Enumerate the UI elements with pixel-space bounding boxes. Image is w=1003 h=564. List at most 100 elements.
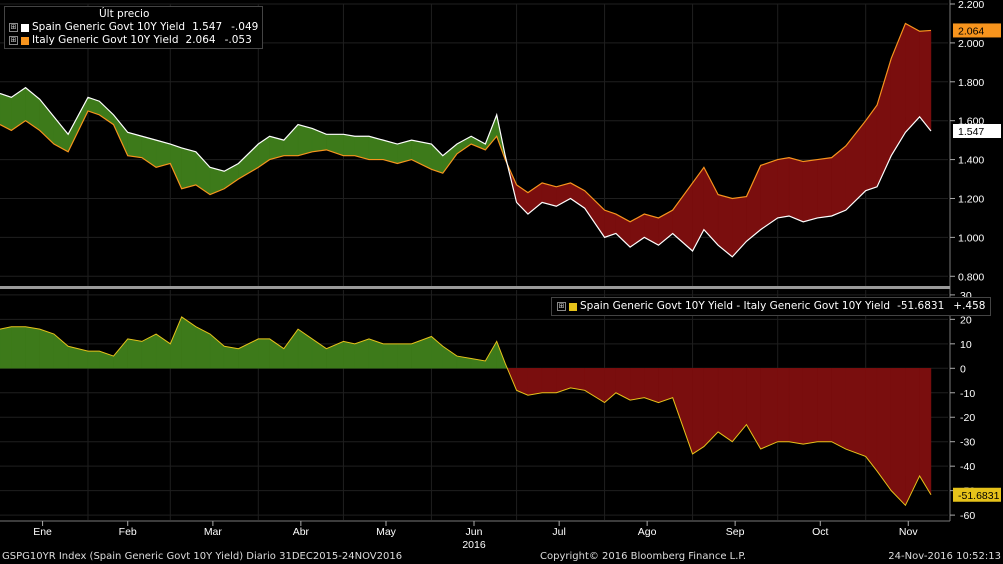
x-tick-label: Mar bbox=[204, 526, 223, 538]
legend-item-italy[interactable]: ⊞ Italy Generic Govt 10Y Yield 2.064 -.0… bbox=[9, 34, 258, 47]
legend-item-last: 2.064 bbox=[185, 34, 216, 46]
x-tick-label: Abr bbox=[293, 526, 310, 538]
italy-yield-line bbox=[0, 22, 932, 223]
spread-fill-negative bbox=[817, 157, 832, 219]
legend-item-spread[interactable]: ⊞ Spain Generic Govt 10Y Yield - Italy G… bbox=[557, 300, 985, 313]
top-panel-lines bbox=[0, 22, 932, 258]
legend-item-change: -.049 bbox=[231, 21, 259, 33]
area-fill-negative bbox=[876, 368, 892, 492]
bottom-panel-area-fills bbox=[0, 316, 932, 506]
x-tick-label: Ene bbox=[33, 526, 52, 538]
footer-center: Copyright© 2016 Bloomberg Finance L.P. bbox=[540, 551, 747, 562]
spread-last-value-badge bbox=[953, 487, 1001, 502]
spread-fill-negative bbox=[604, 209, 617, 238]
legend-item-label: Spain Generic Govt 10Y Yield bbox=[32, 21, 186, 33]
spread-line bbox=[0, 316, 932, 507]
legend-item-change: +.458 bbox=[953, 300, 986, 312]
y-tick-label: -20 bbox=[960, 412, 975, 424]
y-tick-label: -10 bbox=[960, 388, 975, 400]
area-fill-negative bbox=[692, 368, 705, 455]
area-fill-negative bbox=[541, 368, 557, 394]
spain-last-value-badge-label: 1.547 bbox=[958, 126, 984, 138]
area-fill-negative bbox=[802, 368, 818, 445]
spain-yield-line bbox=[0, 86, 932, 258]
area-fill-negative bbox=[845, 368, 866, 457]
area-fill-positive bbox=[343, 341, 356, 369]
x-tick-label: May bbox=[376, 526, 397, 538]
y-tick-label: 1.800 bbox=[958, 77, 984, 89]
y-tick-label: 20 bbox=[960, 314, 972, 326]
area-fill-negative bbox=[717, 368, 733, 443]
area-fill-negative bbox=[658, 368, 673, 403]
area-fill-negative bbox=[629, 368, 645, 401]
spain-last-value-badge bbox=[953, 123, 1001, 138]
x-tick-label: Feb bbox=[119, 526, 137, 538]
legend-top[interactable]: Últ precio ⊞ Spain Generic Govt 10Y Yiel… bbox=[4, 6, 264, 49]
spread-fill-negative bbox=[802, 159, 818, 223]
legend-item-label: Spain Generic Govt 10Y Yield - Italy Gen… bbox=[580, 300, 891, 312]
legend-item-last: 1.547 bbox=[192, 21, 223, 33]
spread-fill-negative bbox=[788, 157, 804, 223]
y-tick-label: -30 bbox=[960, 437, 975, 449]
top-panel-y-axis: 2.2002.0001.8001.6001.4001.2001.0000.800… bbox=[949, 0, 1001, 521]
y-tick-label: 2.000 bbox=[958, 38, 984, 50]
spread-last-value-badge-label: -51.6831 bbox=[958, 490, 1000, 502]
year-label: 2016 bbox=[462, 539, 486, 551]
spread-fill-positive bbox=[181, 147, 197, 190]
area-fill-negative bbox=[527, 368, 543, 396]
area-fill-negative bbox=[817, 368, 832, 442]
y-tick-label: 10 bbox=[960, 339, 972, 351]
y-tick-label: 0 bbox=[960, 363, 966, 375]
area-fill-negative bbox=[865, 368, 878, 472]
italy-last-value-badge-label: 2.064 bbox=[958, 25, 984, 37]
x-tick-label: Nov bbox=[899, 526, 918, 538]
spread-fill-positive bbox=[343, 134, 356, 156]
y-tick-label: 2.200 bbox=[958, 0, 984, 11]
y-tick-label: 1.000 bbox=[958, 232, 984, 244]
legend-item-label: Italy Generic Govt 10Y Yield bbox=[32, 34, 179, 46]
y-tick-label: 1.400 bbox=[958, 155, 984, 167]
area-fill-negative bbox=[570, 368, 585, 391]
x-tick-label: Oct bbox=[812, 526, 828, 538]
x-tick-label: Ago bbox=[638, 526, 657, 538]
italy-last-value-badge bbox=[953, 23, 1001, 38]
area-fill-negative bbox=[644, 368, 659, 403]
area-fill-positive bbox=[258, 338, 270, 369]
area-fill-positive bbox=[223, 345, 239, 369]
legend-item-change: -.053 bbox=[224, 34, 252, 46]
area-fill-negative bbox=[831, 368, 847, 450]
x-axis: Ene Feb Mar Abr May Jun Jul Ago Sep Oct Nov 2016 bbox=[0, 520, 950, 551]
spain-swatch-icon bbox=[21, 23, 29, 32]
expand-icon[interactable]: ⊞ bbox=[557, 302, 566, 311]
area-fill-positive bbox=[0, 326, 12, 369]
spread-fill-negative bbox=[777, 157, 790, 219]
italy-swatch-icon bbox=[21, 36, 29, 45]
spread-fill-positive bbox=[297, 124, 313, 157]
legend-item-last: -51.6831 bbox=[897, 300, 945, 312]
y-tick-label: 30 bbox=[960, 290, 972, 302]
spread-fill-negative bbox=[905, 23, 920, 134]
bottom-panel-line bbox=[0, 316, 932, 507]
area-fill-positive bbox=[127, 338, 143, 369]
y-tick-label: 0.800 bbox=[958, 271, 984, 283]
x-tick-label: Jul bbox=[552, 526, 565, 538]
area-fill-negative bbox=[788, 368, 804, 445]
panel-divider[interactable] bbox=[0, 286, 950, 289]
expand-icon[interactable]: ⊞ bbox=[9, 36, 18, 45]
area-fill-negative bbox=[777, 368, 790, 442]
area-fill-negative bbox=[890, 368, 906, 506]
area-fill-negative bbox=[760, 368, 778, 450]
spread-fill-positive bbox=[155, 139, 171, 168]
area-fill-positive bbox=[11, 326, 26, 369]
area-fill-positive bbox=[382, 343, 398, 369]
area-fill-positive bbox=[39, 328, 55, 369]
area-fill-positive bbox=[87, 350, 100, 369]
legend-item-spain[interactable]: ⊞ Spain Generic Govt 10Y Yield 1.547 -.0… bbox=[9, 21, 258, 34]
footer-left: GSPG10YR Index (Spain Generic Govt 10Y Y… bbox=[2, 551, 403, 562]
spread-swatch-icon bbox=[569, 302, 577, 311]
legend-bottom[interactable]: ⊞ Spain Generic Govt 10Y Yield - Italy G… bbox=[551, 297, 992, 316]
legend-header: Últ precio bbox=[99, 8, 150, 20]
expand-icon[interactable]: ⊞ bbox=[9, 23, 18, 32]
